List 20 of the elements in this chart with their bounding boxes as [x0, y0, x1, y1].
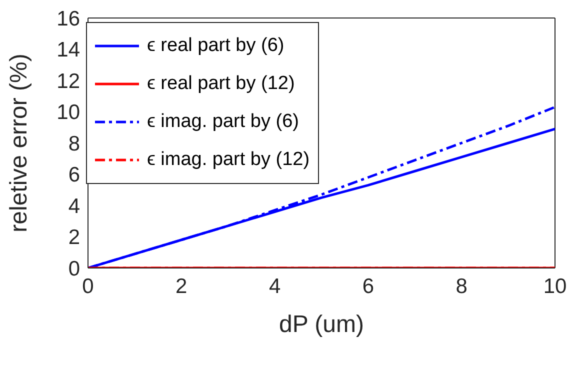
y-axis-title: reletive error (%) [6, 54, 33, 232]
x-tick-label: 6 [362, 274, 374, 298]
x-tick-label: 8 [456, 274, 468, 298]
y-tick-label: 4 [68, 194, 80, 218]
x-tick-label: 2 [176, 274, 188, 298]
y-tick-label: 8 [68, 132, 80, 156]
x-tick-label: 4 [268, 274, 281, 298]
y-tick-label: 0 [68, 257, 80, 280]
y-tick-label: 14 [56, 38, 80, 62]
y-tick-label: 16 [56, 7, 80, 30]
y-tick-label: 12 [56, 70, 80, 93]
legend-label: ϵ imag. part by (6) [147, 111, 299, 133]
legend-label: ϵ real part by (12) [147, 73, 295, 95]
y-tick-label: 10 [56, 101, 80, 124]
legend-label: ϵ real part by (6) [147, 35, 284, 57]
legend-label: ϵ imag. part by (12) [147, 149, 310, 171]
x-axis-title: dP (um) [279, 311, 364, 338]
y-tick-label: 6 [68, 164, 80, 187]
y-tick-label: 2 [68, 226, 80, 250]
x-tick-label: 10 [543, 274, 567, 298]
